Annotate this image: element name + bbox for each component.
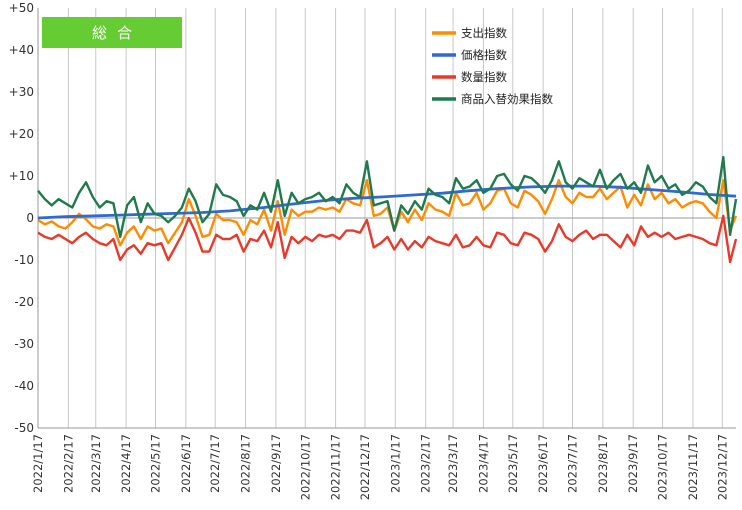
x-tick-labels: 2022/1/17 2022/2/17 2022/3/17 2022/4/17 2022… xyxy=(31,434,729,500)
x-tick-label: 2022/10/17 xyxy=(298,434,312,500)
badge-label: 総合 xyxy=(92,24,142,42)
x-tick-label: 2022/9/17 xyxy=(269,434,283,493)
x-tick-label: 2023/3/17 xyxy=(446,434,460,493)
x-tick-label: 2022/11/17 xyxy=(329,434,343,500)
x-tick-label: 2022/3/17 xyxy=(89,434,103,493)
x-tick-label: 2023/6/17 xyxy=(536,434,550,493)
x-tick-label: 2023/12/17 xyxy=(715,434,729,500)
y-tick-label: +30 xyxy=(9,85,34,99)
x-tick-label: 2023/7/17 xyxy=(566,434,580,493)
x-tick-label: 2022/2/17 xyxy=(61,434,75,493)
x-tick-label: 2022/6/17 xyxy=(179,434,193,493)
y-tick-label: 0 xyxy=(26,211,34,225)
y-tick-label: -30 xyxy=(14,337,34,351)
x-tick-label: 2023/11/17 xyxy=(686,434,700,500)
x-tick-label: 2023/4/17 xyxy=(476,434,490,493)
series-lines xyxy=(37,155,738,264)
total-badge: 総合 xyxy=(42,17,182,48)
y-tick-label: +40 xyxy=(9,43,34,57)
x-tick-label: 2023/1/17 xyxy=(388,434,402,493)
legend-label: 数量指数 xyxy=(461,70,507,84)
x-tick-label: 2023/10/17 xyxy=(656,434,670,500)
y-tick-label: -50 xyxy=(14,421,34,435)
y-tick-label: +50 xyxy=(9,1,34,15)
x-tick-label: 2022/7/17 xyxy=(208,434,222,493)
y-tick-label: -40 xyxy=(14,379,34,393)
y-tick-label: -20 xyxy=(14,295,34,309)
series-line-1 xyxy=(37,184,737,220)
y-tick-label: -10 xyxy=(14,253,34,267)
y-tick-labels: +50 +40 +30 +20 +10 0 -10 -20 -30 -40 -50 xyxy=(9,1,34,435)
badge-background xyxy=(42,17,182,48)
legend-label: 価格指数 xyxy=(461,48,507,62)
x-tick-label: 2022/12/17 xyxy=(358,434,372,500)
x-tick-label: 2023/2/17 xyxy=(419,434,433,493)
x-tick-label: 2022/1/17 xyxy=(31,434,45,493)
legend-label: 商品入替効果指数 xyxy=(461,92,553,106)
y-tick-label: +10 xyxy=(9,169,34,183)
series-line-2 xyxy=(37,214,738,264)
series-line-3 xyxy=(37,155,738,239)
x-tick-label: 2023/5/17 xyxy=(506,434,520,493)
legend-label: 支出指数 xyxy=(461,26,507,40)
x-tick-label: 2022/8/17 xyxy=(239,434,253,493)
series-line-0 xyxy=(37,178,738,247)
x-tick-label: 2023/9/17 xyxy=(626,434,640,493)
y-tick-label: +20 xyxy=(9,127,34,141)
x-tick-label: 2022/5/17 xyxy=(148,434,162,493)
x-tick-label: 2022/4/17 xyxy=(119,434,133,493)
x-tick-label: 2023/8/17 xyxy=(596,434,610,493)
